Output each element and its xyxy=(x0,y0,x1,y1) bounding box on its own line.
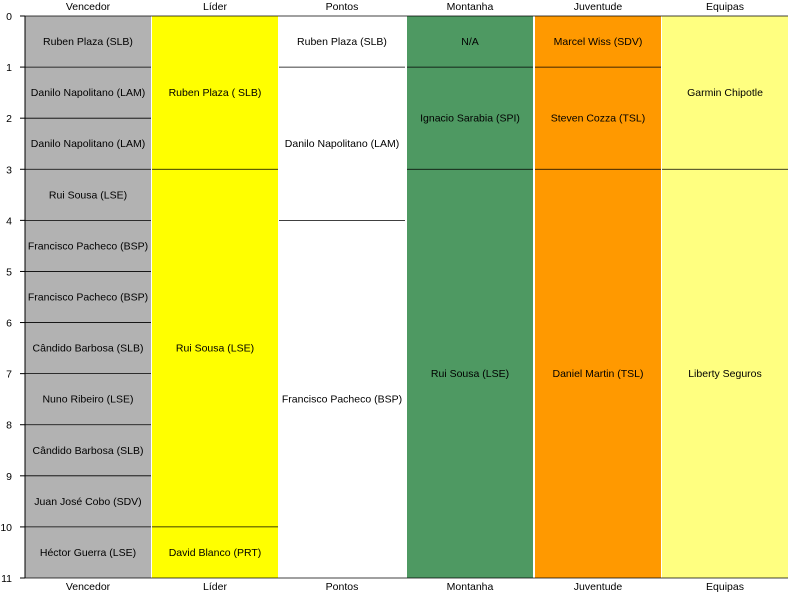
segment-equipas-1 xyxy=(662,169,788,579)
segment-vencedor-4 xyxy=(25,220,151,272)
y-axis: 0 1 2 3 4 5 6 7 8 9 10 11 xyxy=(0,11,788,585)
segment-label-vencedor-7: Nuno Ribeiro (LSE) xyxy=(42,394,133,406)
column-header-top-equipas: Equipas xyxy=(706,1,744,13)
segment-label-equipas-0: Garmin Chipotle xyxy=(687,87,763,99)
segment-label-montanha-0: N/A xyxy=(461,36,479,48)
segment-juventude-2 xyxy=(535,169,661,579)
segment-label-pontos-0: Ruben Plaza (SLB) xyxy=(297,36,387,48)
segment-pontos-0 xyxy=(279,16,405,68)
y-tick-label-10: 10 xyxy=(0,522,12,534)
segment-label-juventude-0: Marcel Wiss (SDV) xyxy=(554,36,643,48)
segment-label-vencedor-4: Francisco Pacheco (BSP) xyxy=(28,240,148,252)
y-tick-label-7: 7 xyxy=(6,369,12,381)
segment-lider-2 xyxy=(152,526,278,578)
column-header-bottom-juventude: Juventude xyxy=(574,581,623,593)
segment-montanha-0 xyxy=(407,16,533,68)
segment-label-pontos-1: Danilo Napolitano (LAM) xyxy=(285,138,399,150)
segment-vencedor-2 xyxy=(25,118,151,170)
y-tick-label-11: 11 xyxy=(1,573,12,585)
segment-label-vencedor-8: Cândido Barbosa (SLB) xyxy=(33,445,144,457)
column-header-bottom-equipas: Equipas xyxy=(706,581,744,593)
segment-label-vencedor-0: Ruben Plaza (SLB) xyxy=(43,36,133,48)
column-header-top-vencedor: Vencedor xyxy=(66,1,111,13)
segment-vencedor-10 xyxy=(25,526,151,578)
segment-montanha-2 xyxy=(407,169,533,579)
segment-juventude-0 xyxy=(535,16,661,68)
segment-label-lider-2: David Blanco (PRT) xyxy=(169,547,262,559)
segment-label-vencedor-2: Danilo Napolitano (LAM) xyxy=(31,138,145,150)
segment-label-vencedor-10: Héctor Guerra (LSE) xyxy=(40,547,136,559)
segment-vencedor-6 xyxy=(25,322,151,374)
y-tick-label-0: 0 xyxy=(6,11,12,23)
segment-label-lider-1: Rui Sousa (LSE) xyxy=(176,343,254,355)
column-headers: Vencedor Vencedor Líder Líder Pontos Pontos Mo… xyxy=(66,1,744,593)
segment-label-juventude-2: Daniel Martin (TSL) xyxy=(552,368,643,380)
segment-label-juventude-1: Steven Cozza (TSL) xyxy=(551,113,646,125)
segments-layer: Ruben Plaza (SLB) Danilo Napolitano (LAM)… xyxy=(25,16,788,579)
column-header-bottom-vencedor: Vencedor xyxy=(66,581,111,593)
y-tick-label-8: 8 xyxy=(6,420,12,432)
segment-label-montanha-2: Rui Sousa (LSE) xyxy=(431,368,509,380)
segment-label-vencedor-3: Rui Sousa (LSE) xyxy=(49,189,127,201)
column-header-top-juventude: Juventude xyxy=(574,1,623,13)
y-tick-label-2: 2 xyxy=(6,113,12,125)
segment-lider-1 xyxy=(152,169,278,527)
segment-montanha-1 xyxy=(407,67,533,170)
segment-vencedor-3 xyxy=(25,169,151,221)
segment-label-equipas-1: Liberty Seguros xyxy=(688,368,762,380)
segment-pontos-1 xyxy=(279,67,405,221)
segment-label-pontos-2: Francisco Pacheco (BSP) xyxy=(282,394,402,406)
segment-pontos-2 xyxy=(279,220,405,578)
segment-vencedor-7 xyxy=(25,373,151,425)
segment-lider-0 xyxy=(152,16,278,170)
segment-vencedor-1 xyxy=(25,67,151,119)
segment-label-montanha-1: Ignacio Sarabia (SPI) xyxy=(420,113,520,125)
column-header-bottom-lider: Líder xyxy=(203,581,227,593)
segment-vencedor-5 xyxy=(25,271,151,323)
segment-vencedor-8 xyxy=(25,424,151,476)
y-tick-label-9: 9 xyxy=(6,471,12,483)
segment-equipas-0 xyxy=(662,16,788,170)
column-header-top-lider: Líder xyxy=(203,1,227,13)
column-header-top-montanha: Montanha xyxy=(447,1,494,13)
segment-vencedor-9 xyxy=(25,475,151,527)
segment-label-vencedor-5: Francisco Pacheco (BSP) xyxy=(28,292,148,304)
column-header-top-pontos: Pontos xyxy=(326,1,359,13)
segment-label-lider-0: Ruben Plaza ( SLB) xyxy=(169,87,262,99)
y-tick-label-5: 5 xyxy=(6,266,12,278)
segment-juventude-1 xyxy=(535,67,661,170)
column-header-bottom-montanha: Montanha xyxy=(447,581,494,593)
y-tick-label-3: 3 xyxy=(6,164,12,176)
column-header-bottom-pontos: Pontos xyxy=(326,581,359,593)
segment-label-vencedor-1: Danilo Napolitano (LAM) xyxy=(31,87,145,99)
y-tick-label-4: 4 xyxy=(6,215,12,227)
segment-label-vencedor-6: Cândido Barbosa (SLB) xyxy=(33,343,144,355)
y-tick-label-1: 1 xyxy=(6,62,12,74)
segment-vencedor-0 xyxy=(25,16,151,68)
y-tick-label-6: 6 xyxy=(6,318,12,330)
segment-label-vencedor-9: Juan José Cobo (SDV) xyxy=(34,496,141,508)
